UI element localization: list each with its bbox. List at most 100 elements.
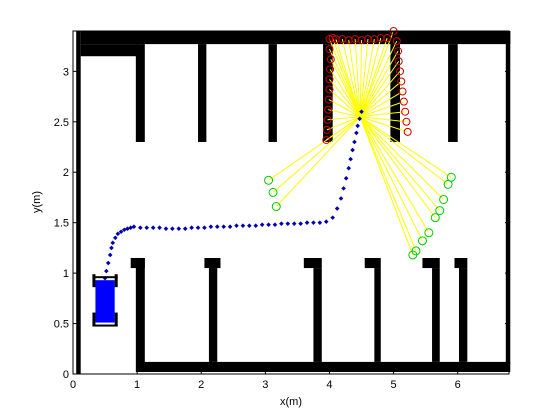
path-point-7 xyxy=(115,231,121,237)
upper-hit-point-27 xyxy=(398,87,407,96)
x-tick-label-1: 1 xyxy=(134,379,140,391)
sensor-ray-26 xyxy=(359,81,402,118)
path-point-1 xyxy=(104,268,109,274)
lower-hit-point-6 xyxy=(424,228,434,238)
upper-hit-point-2 xyxy=(323,115,332,124)
sensor-ray-31 xyxy=(360,116,408,133)
wall-8 xyxy=(448,44,458,142)
x-tick-label-0: 0 xyxy=(70,379,76,391)
path-point-28 xyxy=(234,223,239,229)
sensor-ray-29 xyxy=(360,111,406,118)
upper-hit-point-11 xyxy=(328,34,337,43)
upper-hit-point-9 xyxy=(325,45,334,54)
upper-hit-points xyxy=(322,27,412,144)
sensor-ray-24 xyxy=(359,60,400,118)
wall-21 xyxy=(458,268,468,362)
path-point-16 xyxy=(157,225,162,231)
lower-hit-point-0 xyxy=(264,175,274,185)
sensor-ray-6 xyxy=(329,79,361,118)
vehicle xyxy=(92,274,118,327)
wall-4 xyxy=(198,44,207,142)
y-axis-ticks: 0 0.5 1 1.5 2 2.5 3 xyxy=(54,66,509,381)
path-point-26 xyxy=(221,224,226,230)
upper-hit-point-8 xyxy=(326,55,335,64)
wall-7 xyxy=(390,44,400,142)
wall-19 xyxy=(432,268,440,362)
upper-hit-point-12 xyxy=(331,35,340,44)
sensor-ray-3 xyxy=(328,109,361,118)
y-tick-label-6: 3 xyxy=(63,66,69,78)
lower-hit-point-5 xyxy=(417,236,427,246)
path-point-44 xyxy=(334,206,340,211)
path-point-52 xyxy=(354,130,359,136)
lower-hit-point-2 xyxy=(271,202,281,212)
sensor-ray-21 xyxy=(359,30,395,117)
x-axis-label: x(m) xyxy=(280,396,302,408)
path-point-32 xyxy=(259,222,265,227)
sensor-ray-15 xyxy=(354,39,361,117)
vehicle-body xyxy=(95,280,115,323)
wall-10 xyxy=(140,361,511,372)
vehicle-wheel-2 xyxy=(92,312,96,326)
wall-12 xyxy=(130,257,145,269)
x-tick-label-3: 3 xyxy=(262,379,268,391)
path-point-5 xyxy=(110,240,116,246)
y-tick-label-3: 1.5 xyxy=(54,218,69,230)
path-point-31 xyxy=(253,223,259,229)
path-point-46 xyxy=(341,186,346,191)
sensor-ray-35 xyxy=(359,116,414,256)
path-point-33 xyxy=(266,222,271,227)
upper-hit-point-26 xyxy=(397,77,406,86)
path-point-29 xyxy=(240,223,246,229)
vehicle-path xyxy=(102,109,364,281)
sensor-ray-22 xyxy=(359,40,398,117)
sensor-rays xyxy=(268,30,452,256)
path-point-30 xyxy=(247,223,252,229)
sensor-ray-9 xyxy=(329,48,361,117)
x-axis-ticks: 0 1 2 3 4 5 6 xyxy=(70,31,461,391)
sensor-ray-27 xyxy=(359,91,403,118)
upper-hit-point-7 xyxy=(326,65,335,74)
upper-hit-point-25 xyxy=(396,67,404,76)
sensor-ray-42 xyxy=(359,116,449,185)
path-point-38 xyxy=(298,221,303,226)
x-tick-label-4: 4 xyxy=(326,379,332,391)
sensor-ray-13 xyxy=(341,38,361,117)
sensor-ray-4 xyxy=(328,99,361,118)
path-point-8 xyxy=(118,229,124,235)
path-point-48 xyxy=(346,165,352,171)
path-point-13 xyxy=(138,225,143,231)
wall-17 xyxy=(374,268,381,362)
wall-11 xyxy=(135,257,145,372)
lower-hit-points xyxy=(264,172,456,260)
path-point-49 xyxy=(348,156,353,162)
wall-16 xyxy=(303,257,322,269)
upper-hit-point-6 xyxy=(325,75,334,84)
upper-hit-point-31 xyxy=(403,127,412,136)
sensor-ray-2 xyxy=(327,116,361,121)
y-tick-label-2: 1 xyxy=(63,268,69,280)
path-point-27 xyxy=(227,224,233,230)
path-point-45 xyxy=(338,196,344,201)
upper-hit-point-30 xyxy=(402,117,411,126)
wall-22 xyxy=(454,257,468,269)
sensor-ray-18 xyxy=(359,38,375,117)
sensor-ray-41 xyxy=(359,116,444,200)
x-tick-label-2: 2 xyxy=(198,379,204,391)
path-point-47 xyxy=(343,175,349,181)
wall-3 xyxy=(135,44,145,142)
upper-hit-point-1 xyxy=(322,125,331,134)
path-point-53 xyxy=(355,123,360,129)
sensor-ray-10 xyxy=(329,38,361,117)
wall-13 xyxy=(208,268,218,362)
path-point-4 xyxy=(109,245,114,251)
path-point-36 xyxy=(285,221,291,226)
y-tick-label-4: 2 xyxy=(63,167,69,179)
sensor-ray-23 xyxy=(359,50,399,117)
path-point-43 xyxy=(330,215,335,220)
sensor-ray-38 xyxy=(359,116,430,234)
wall-14 xyxy=(204,257,221,269)
path-point-14 xyxy=(144,225,150,231)
upper-hit-point-28 xyxy=(399,97,408,106)
